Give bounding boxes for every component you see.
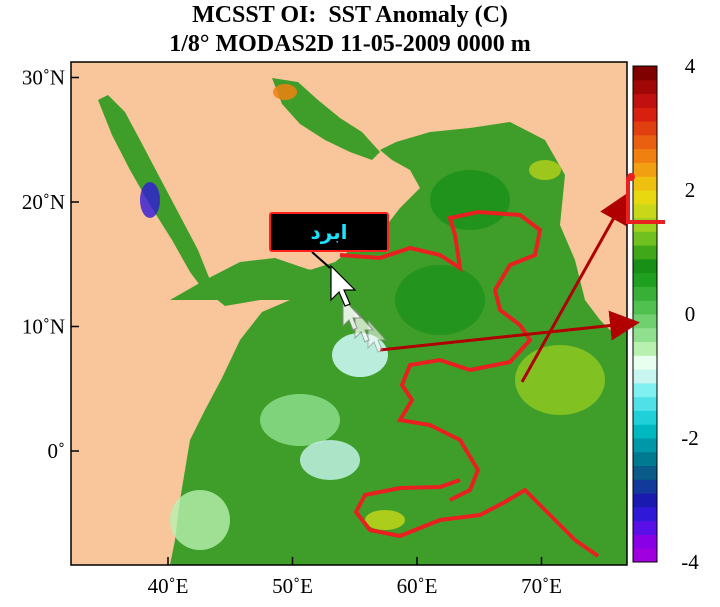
warm-patch [395, 265, 485, 335]
map-layers [98, 78, 627, 565]
annotation-arrows [379, 173, 665, 383]
colorbar-step [633, 424, 657, 439]
colorbar-step [633, 493, 657, 508]
colorbar-tick-label: 0 [685, 302, 696, 326]
lat-tick-label: 30˚N [22, 66, 65, 90]
contour-line-south [353, 478, 600, 558]
colorbar-step [633, 203, 657, 219]
map-title: MCSST OI: SST Anomaly (C) [192, 2, 508, 28]
colorbar-step [633, 162, 657, 177]
anomaly-patches [140, 84, 605, 550]
colorbar-step [633, 148, 657, 163]
colorbar-step [633, 79, 657, 95]
longitude-axis: 40˚E 50˚E 60˚E 70˚E [148, 557, 562, 598]
colorbar-labels: 4 2 0 -2 -4 [681, 54, 699, 574]
colorbar-step [633, 369, 657, 384]
colorbar-step [633, 66, 657, 81]
warm-patch [515, 345, 605, 415]
callout-label: ابرد [310, 220, 347, 244]
map-subtitle: 1/8° MODAS2D 11-05-2009 0000 m [169, 31, 531, 57]
warm-patch [430, 170, 510, 230]
lon-tick-label: 60˚E [397, 574, 438, 598]
latitude-axis: 30˚N 20˚N 10˚N 0˚ [22, 66, 79, 463]
colorbar-step [633, 107, 657, 122]
warm-patch [365, 510, 405, 530]
colorbar-step [633, 327, 657, 343]
colorbar-tick-label: 4 [685, 54, 696, 78]
colorbar-tick-label: -2 [681, 426, 699, 450]
arrow-to-two [520, 192, 628, 383]
colorbar-step [633, 286, 657, 301]
persian-gulf [272, 78, 380, 160]
lon-tick-label: 40˚E [148, 574, 189, 598]
colorbar-step [633, 134, 657, 150]
colorbar [632, 65, 658, 563]
colorbar-step [633, 190, 657, 205]
colorbar-step [633, 382, 657, 398]
lat-tick-label: 0˚ [48, 439, 66, 463]
colorbar-step [633, 217, 657, 232]
colorbar-step [633, 93, 657, 108]
colorbar-step [633, 520, 657, 535]
colorbar-step [633, 300, 657, 315]
colorbar-step [633, 341, 657, 356]
lat-tick-label: 10˚N [22, 315, 65, 339]
cursor-trail-icon [330, 264, 388, 353]
colorbar-step [633, 121, 657, 136]
lon-tick-label: 70˚E [521, 574, 562, 598]
contour-line-north [339, 209, 543, 502]
cold-patch [140, 182, 160, 218]
cool-patch [260, 394, 340, 446]
colorbar-step [633, 396, 657, 411]
cool-patch [300, 440, 360, 480]
callout-leader [311, 251, 331, 269]
lat-tick-label: 20˚N [22, 190, 65, 214]
bracket-dot [627, 173, 635, 181]
arrow-to-zero [379, 310, 640, 352]
colorbar-tick-label: -4 [681, 550, 699, 574]
colorbar-step [633, 548, 657, 563]
cursor-icon [330, 264, 357, 307]
colorbar-step [633, 479, 657, 494]
colorbar-step [633, 438, 657, 453]
colorbar-step [633, 465, 657, 480]
colorbar-step [633, 355, 657, 370]
colorbar-step [633, 245, 657, 260]
ocean-anomaly-field [170, 122, 627, 565]
colorbar-step [633, 231, 657, 246]
colorbar-step [633, 176, 657, 191]
gulf-of-aden [205, 268, 330, 306]
colorbar-step [633, 506, 657, 522]
colorbar-step [633, 534, 657, 549]
colorbar-bracket [626, 177, 665, 224]
colorbar-step [633, 258, 657, 274]
colorbar-step [633, 272, 657, 287]
colorbar-tick-label: 2 [685, 178, 696, 202]
warm-patch [529, 160, 561, 180]
lon-tick-label: 50˚E [272, 574, 313, 598]
hot-patch [273, 84, 297, 100]
anomaly-contours [339, 209, 600, 558]
colorbar-step [633, 314, 657, 329]
cool-patch [332, 333, 388, 377]
callout-box [269, 212, 389, 252]
colorbar-step [633, 451, 657, 467]
cool-patch [170, 490, 230, 550]
colorbar-step [633, 410, 657, 425]
callout: ابرد [269, 212, 389, 269]
